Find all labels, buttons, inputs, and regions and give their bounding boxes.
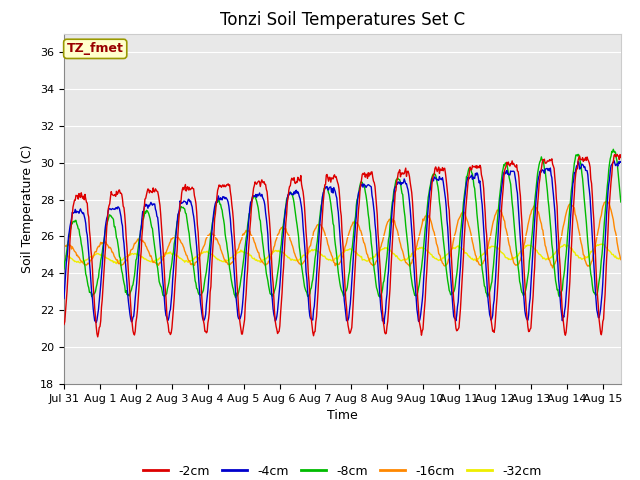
Title: Tonzi Soil Temperatures Set C: Tonzi Soil Temperatures Set C xyxy=(220,11,465,29)
X-axis label: Time: Time xyxy=(327,409,358,422)
Text: TZ_fmet: TZ_fmet xyxy=(67,42,124,55)
Legend: -2cm, -4cm, -8cm, -16cm, -32cm: -2cm, -4cm, -8cm, -16cm, -32cm xyxy=(138,460,547,480)
Y-axis label: Soil Temperature (C): Soil Temperature (C) xyxy=(22,144,35,273)
